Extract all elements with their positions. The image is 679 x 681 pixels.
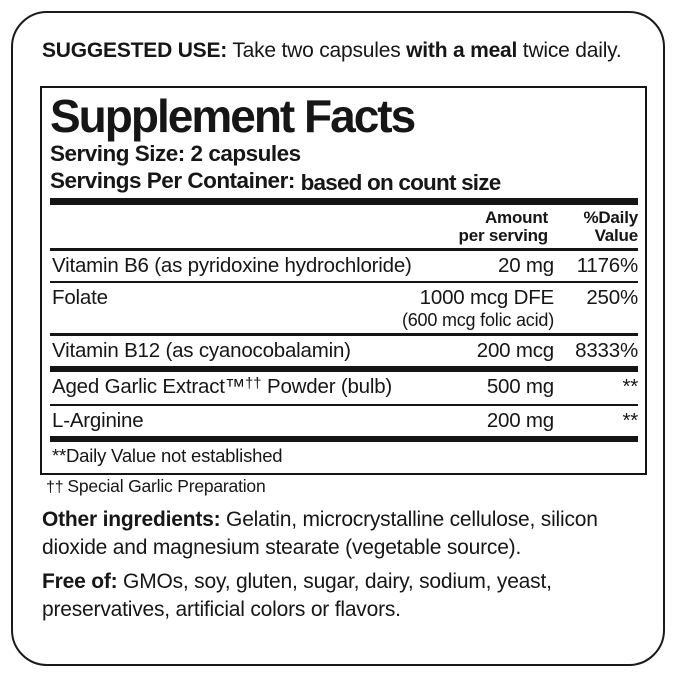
divider-header: [50, 248, 638, 251]
amount-main: 1000 mcg DFE: [419, 286, 555, 309]
other-ingredients-label: Other ingredients:: [42, 508, 221, 531]
free-of-text: GMOs, soy, gluten, sugar, dairy, sodium,…: [42, 570, 552, 621]
divider-thick-bottom: [50, 436, 638, 442]
ingredient-name-pre: Aged Garlic Extract™: [52, 375, 246, 398]
table-row-vitamin-b12: Vitamin B12 (as cyanocobalamin) 200 mcg …: [50, 336, 638, 366]
suggested-use-mid: Take two capsules: [227, 39, 407, 62]
supplement-facts-panel: Supplement Facts Serving Size: 2 capsule…: [40, 86, 647, 475]
servings-per-container-line: Servings Per Container: based on count s…: [50, 167, 638, 195]
free-of-paragraph: Free of: GMOs, soy, gluten, sugar, dairy…: [42, 568, 654, 623]
daily-value: 1176%: [576, 254, 639, 277]
dv-header-line2: Value: [594, 226, 639, 245]
special-garlic-note-text: Special Garlic Preparation: [67, 476, 266, 496]
amount-column-header: Amount per serving: [458, 208, 549, 245]
panel-title: Supplement Facts: [50, 90, 416, 142]
daily-value: 8333%: [575, 339, 638, 362]
amount-value: 1000 mcg DFE (600 mcg folic acid): [402, 286, 554, 330]
suggested-use-end: twice daily.: [517, 39, 622, 62]
serving-size-label: Serving Size:: [50, 141, 185, 166]
amount-value: 500 mg: [486, 375, 554, 398]
amount-header-line2: per serving: [458, 226, 549, 245]
label-outer-border: [11, 11, 665, 666]
other-ingredients-text: Gelatin, microcrystalline cellulose, sil…: [42, 508, 598, 559]
table-row-vitamin-b6: Vitamin B6 (as pyridoxine hydrochloride)…: [50, 251, 638, 281]
serving-size-line: Serving Size: 2 capsules: [50, 140, 638, 167]
suggested-use-text: SUGGESTED USE: Take two capsules with a …: [42, 38, 642, 64]
amount-value: 20 mg: [498, 254, 554, 277]
amount-value: 200 mcg: [476, 339, 554, 362]
table-row-folate: Folate 1000 mcg DFE (600 mcg folic acid)…: [50, 283, 638, 333]
servings-per-container-value: based on count size: [300, 170, 502, 195]
serving-size-value: 2 capsules: [184, 141, 302, 166]
table-row-l-arginine: L-Arginine 200 mg **: [50, 406, 638, 436]
daily-value: **: [622, 409, 638, 432]
divider-thick-top: [50, 198, 638, 205]
divider-row: [50, 404, 638, 406]
special-garlic-note: †† Special Garlic Preparation: [46, 476, 266, 498]
amount-value: 200 mg: [486, 409, 554, 432]
divider-row: [50, 281, 638, 283]
other-ingredients-paragraph: Other ingredients: Gelatin, microcrystal…: [42, 506, 654, 561]
ingredient-name: Aged Garlic Extract™†† Powder (bulb): [52, 375, 487, 401]
free-of-label: Free of:: [42, 570, 118, 593]
table-row-aged-garlic-extract: Aged Garlic Extract™†† Powder (bulb) 500…: [50, 372, 638, 404]
servings-per-container-label: Servings Per Container:: [50, 168, 301, 193]
dv-header-line1: %Daily: [583, 208, 638, 227]
dagger-symbols: ††: [46, 479, 64, 496]
suggested-use-bold-phrase: with a meal: [406, 39, 518, 62]
daily-value: **: [622, 375, 638, 398]
amount-header-line1: Amount: [484, 208, 548, 227]
daily-value-column-header: %Daily Value: [562, 209, 638, 245]
ingredient-name: L-Arginine: [52, 409, 144, 432]
divider-row: [50, 333, 638, 336]
daily-value-footnote: **Daily Value not established: [52, 445, 283, 466]
ingredient-name-post: Powder (bulb): [261, 375, 393, 398]
dagger-superscript: ††: [245, 376, 262, 392]
daily-value: 250%: [586, 286, 638, 309]
amount-sub-note: (600 mcg folic acid): [401, 310, 554, 330]
table-header: Amount per serving %Daily Value: [50, 205, 639, 248]
suggested-use-label: SUGGESTED USE:: [42, 39, 228, 62]
ingredient-name: Folate: [52, 286, 108, 309]
divider-thick-section: [50, 366, 638, 372]
ingredient-name: Vitamin B12 (as cyanocobalamin): [52, 339, 351, 362]
ingredient-name: Vitamin B6 (as pyridoxine hydrochloride): [52, 254, 412, 277]
